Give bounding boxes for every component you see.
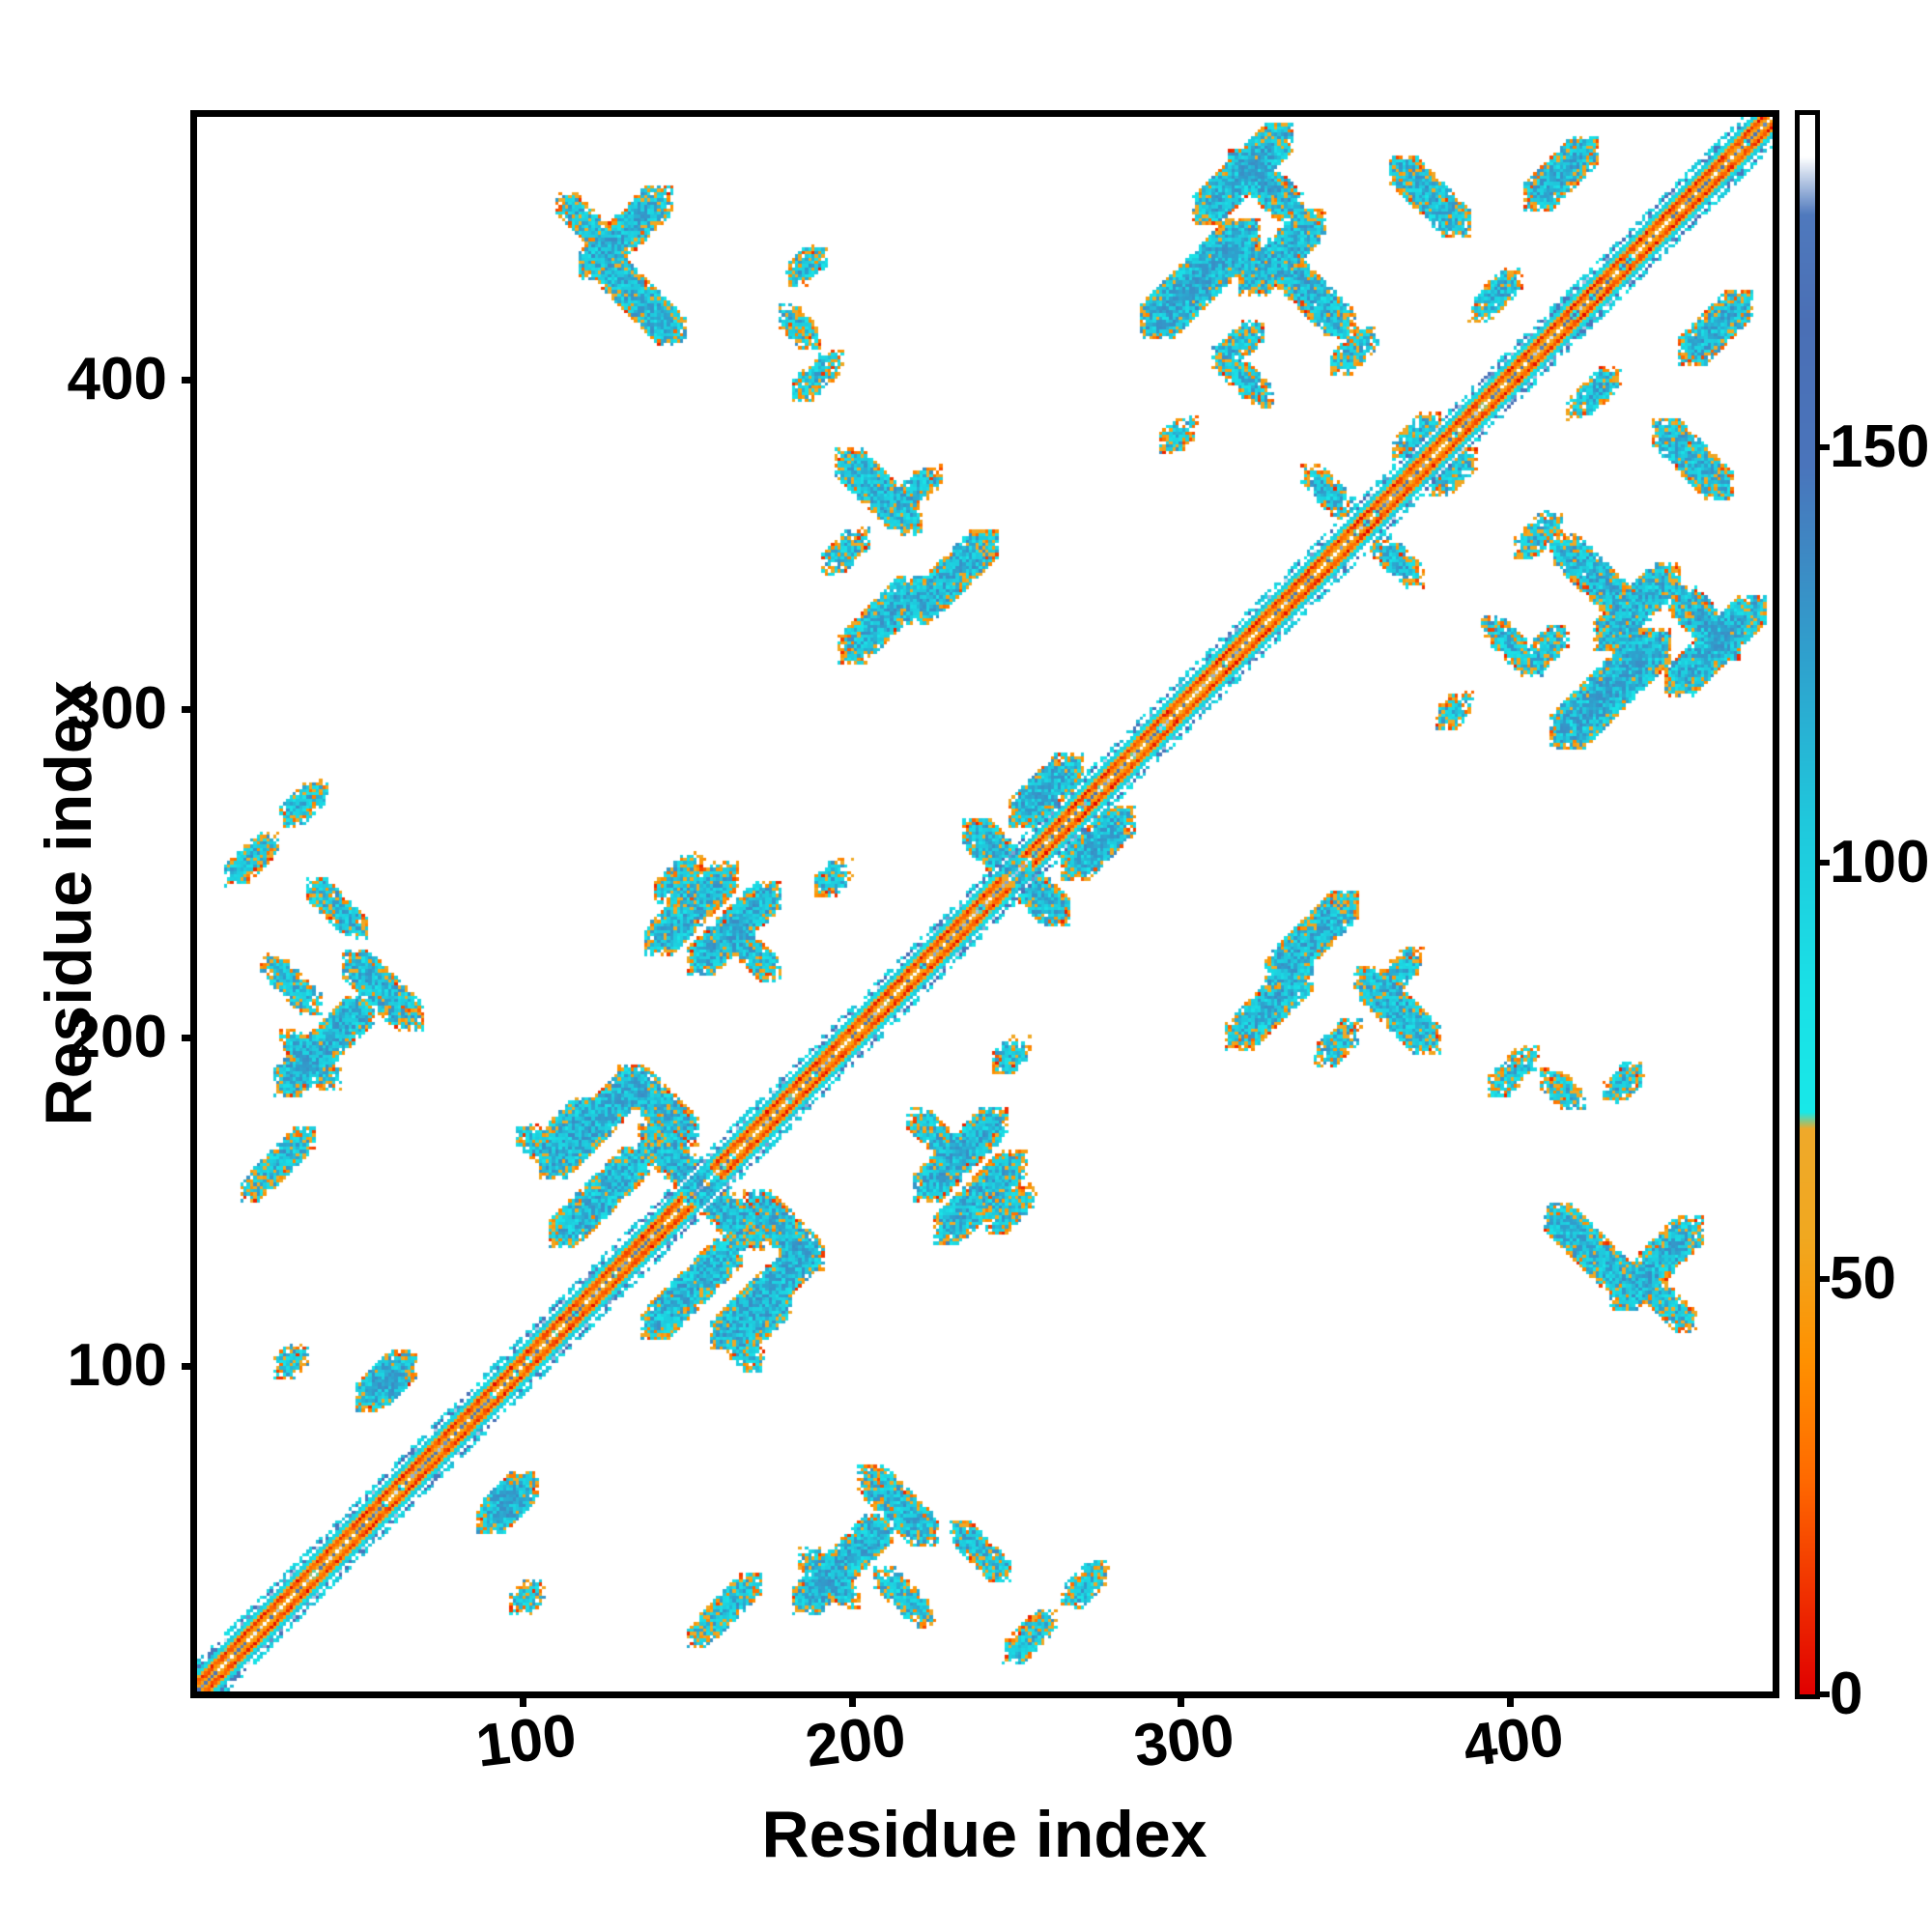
x-tick-200	[848, 1691, 856, 1707]
y-tick-100	[182, 1363, 197, 1371]
colorbar-tick-50	[1816, 1275, 1830, 1282]
colorbar-ticklabel-50: 50	[1830, 1244, 1896, 1312]
colorbar-tick-0	[1816, 1691, 1830, 1697]
y-tick-300	[182, 705, 197, 713]
colorbar-tick-100	[1816, 860, 1830, 867]
x-tick-100	[520, 1691, 527, 1707]
x-axis-title: Residue index	[761, 1798, 1208, 1871]
y-tick-200	[182, 1034, 197, 1041]
y-ticklabel-300: 300	[67, 674, 167, 742]
x-ticklabel-300: 300	[1130, 1701, 1238, 1780]
colorbar-ticklabel-0: 0	[1830, 1661, 1863, 1727]
x-ticklabel-400: 400	[1459, 1701, 1567, 1780]
y-ticklabel-100: 100	[67, 1332, 167, 1400]
colorbar-gradient	[1800, 115, 1815, 1694]
heatmap-canvas	[197, 117, 1773, 1691]
y-ticklabel-400: 400	[67, 346, 167, 413]
heatmap-plot-area	[190, 110, 1779, 1698]
x-ticklabel-100: 100	[472, 1701, 581, 1780]
x-ticklabel-200: 200	[801, 1701, 909, 1780]
colorbar	[1795, 110, 1820, 1699]
y-ticklabel-200: 200	[67, 1003, 167, 1070]
y-tick-400	[182, 377, 197, 384]
x-tick-400	[1506, 1691, 1514, 1707]
colorbar-ticklabel-150: 150	[1830, 413, 1930, 481]
y-axis-title: Residue index	[32, 680, 105, 1126]
x-tick-300	[1178, 1691, 1185, 1707]
colorbar-ticklabel-100: 100	[1830, 829, 1930, 896]
colorbar-tick-150	[1816, 444, 1830, 451]
